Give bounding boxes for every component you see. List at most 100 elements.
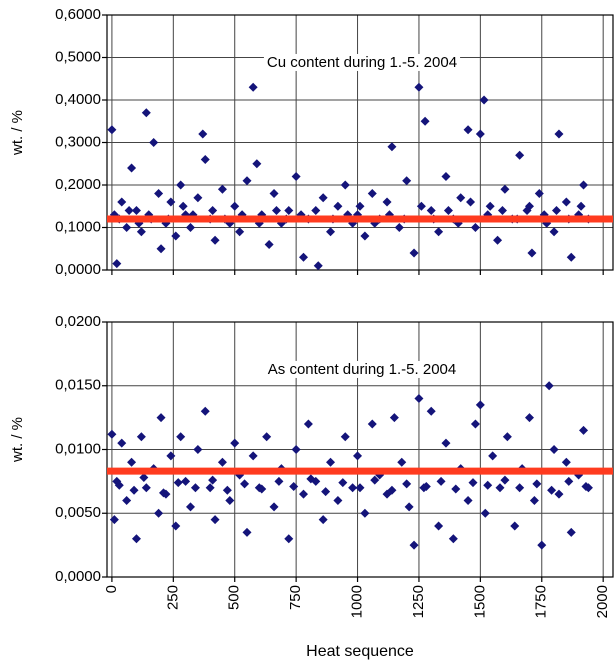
point [470,419,480,429]
point [274,476,284,486]
point [394,223,404,232]
title-background [264,360,460,378]
point [370,475,380,485]
x-axis-label: Heat sequence [306,643,414,660]
point [149,138,159,147]
x-tick-label: 2000 [594,585,611,618]
point [156,244,166,254]
point [500,475,510,485]
point [252,159,262,169]
point [576,201,586,211]
point [443,206,453,215]
y-tick-label: 0,0200 [55,313,101,330]
point [208,206,218,215]
x-tick-label: 250 [164,585,181,610]
point [248,82,258,92]
point [355,201,365,211]
point [193,445,203,454]
point [566,252,576,262]
point [360,508,370,518]
point [313,261,323,271]
point [122,496,132,505]
point [547,485,557,495]
point [291,172,301,181]
x-tick-label: 1000 [349,585,366,618]
point [248,451,258,461]
y-tick-label: 0,5000 [55,48,101,65]
point [176,180,186,190]
point [205,483,215,493]
point [532,479,542,489]
point [124,206,134,215]
point [355,483,365,493]
y-tick-label: 0,0000 [55,261,101,278]
point [166,451,176,461]
point [579,425,589,435]
point [409,248,419,258]
point [173,478,183,488]
point [284,206,294,215]
point [485,201,495,211]
point [340,180,350,190]
point [200,406,210,416]
point [318,515,328,525]
point [230,438,240,448]
point [158,488,168,498]
x-tick-label: 1500 [471,585,488,618]
plot-frame [106,14,614,271]
point [402,176,412,186]
point [306,474,316,484]
point [141,108,151,118]
point [321,487,331,497]
point [176,432,186,442]
point [414,394,424,403]
y-tick-label: 0,0100 [55,440,101,457]
point [107,429,117,439]
point [210,515,220,525]
point [475,400,485,410]
point [225,496,235,505]
point [404,502,414,512]
point [198,129,208,139]
point [448,534,458,544]
y-tick-label: 0,0150 [55,377,101,394]
point [426,406,436,416]
point [333,496,343,505]
point [129,485,139,495]
point [291,445,301,454]
point [171,231,181,241]
point [217,457,227,467]
point [242,527,252,537]
y-tick-label: 0,4000 [55,91,101,108]
point [488,451,498,461]
point [549,227,559,237]
point [141,483,151,493]
point [367,419,377,429]
point [217,184,227,194]
point [502,432,512,442]
point [483,480,493,490]
point [269,189,279,198]
point [529,496,539,505]
point [534,189,544,198]
point [441,172,451,181]
point [389,413,399,423]
point [156,413,166,423]
point [338,478,348,488]
point [264,240,274,249]
point [463,496,473,505]
y-axis-label: wt. / % [9,110,26,156]
point [117,438,127,448]
point [500,184,510,194]
point [271,206,281,215]
point [127,457,137,467]
point [289,481,299,491]
point [131,206,141,215]
point [387,485,397,495]
point [284,534,294,544]
point [299,252,309,262]
point [397,457,407,467]
point [230,201,240,211]
point [318,193,328,203]
x-tick-label: 750 [287,585,304,610]
